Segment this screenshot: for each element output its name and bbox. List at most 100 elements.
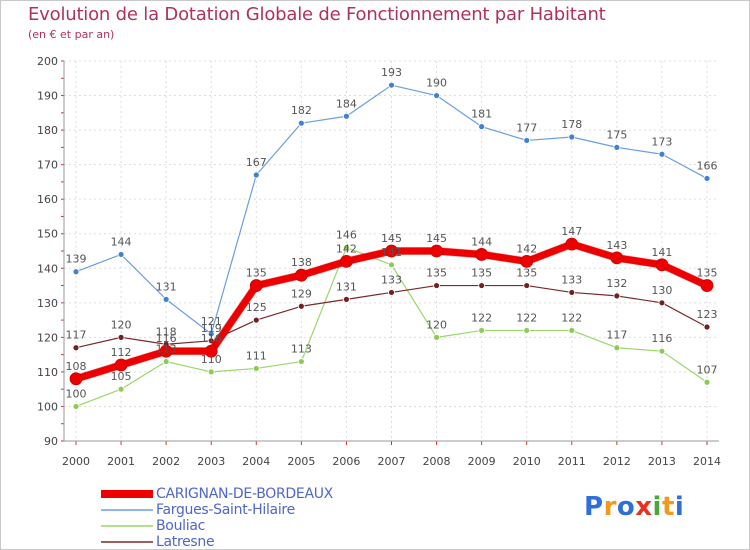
- data-point-latresne: [613, 292, 621, 300]
- data-label-fargues-saint-hilaire: 190: [426, 77, 447, 90]
- data-point-carignan-de-bordeaux: [159, 344, 173, 358]
- x-tick-label: 2008: [423, 455, 451, 468]
- data-point-bouliac: [207, 368, 215, 376]
- data-label-bouliac: 107: [697, 363, 718, 376]
- data-point-fargues-saint-hilaire: [207, 330, 215, 338]
- x-tick-label: 2004: [242, 455, 270, 468]
- data-point-bouliac: [523, 327, 531, 334]
- data-point-fargues-saint-hilaire: [478, 123, 486, 131]
- y-tick-label: 130: [37, 297, 58, 310]
- logo-letter: t: [661, 492, 675, 522]
- data-label-carignan-de-bordeaux: 135: [697, 267, 718, 280]
- x-tick-label: 2009: [468, 455, 496, 468]
- data-point-bouliac: [297, 358, 305, 365]
- data-label-fargues-saint-hilaire: 177: [516, 121, 537, 134]
- data-label-latresne: 135: [426, 267, 447, 280]
- data-point-latresne: [252, 316, 260, 324]
- legend-label-latresne: Latresne: [156, 534, 215, 550]
- data-label-carignan-de-bordeaux: 143: [606, 239, 627, 252]
- data-point-carignan-de-bordeaux: [114, 358, 128, 372]
- data-point-latresne: [388, 289, 395, 296]
- data-label-bouliac: 146: [336, 229, 357, 242]
- legend-label-bouliac: Bouliac: [156, 518, 205, 534]
- legend-item-carignan: CARIGNAN-DE-BORDEAUX: [101, 486, 333, 502]
- data-point-fargues-saint-hilaire: [703, 175, 711, 182]
- data-point-bouliac: [568, 327, 576, 334]
- data-point-fargues-saint-hilaire: [162, 295, 170, 303]
- y-tick-label: 200: [37, 55, 58, 68]
- x-tick-label: 2000: [62, 455, 90, 468]
- data-label-bouliac: 116: [651, 332, 672, 345]
- data-label-latresne: 133: [561, 273, 582, 286]
- legend-item-bouliac: Bouliac: [101, 518, 333, 534]
- y-tick-label: 140: [37, 262, 58, 275]
- data-label-latresne: 123: [697, 308, 718, 321]
- data-point-fargues-saint-hilaire: [433, 92, 440, 99]
- data-label-fargues-saint-hilaire: 184: [336, 97, 357, 110]
- data-point-bouliac: [343, 244, 350, 251]
- data-label-latresne: 120: [111, 318, 132, 331]
- y-tick-label: 170: [37, 159, 58, 172]
- data-label-carignan-de-bordeaux: 138: [291, 256, 312, 269]
- x-tick-label: 2014: [693, 455, 721, 468]
- data-label-carignan-de-bordeaux: 116: [156, 332, 177, 345]
- data-point-latresne: [568, 289, 576, 296]
- data-point-bouliac: [117, 385, 125, 393]
- x-tick-label: 2003: [197, 455, 225, 468]
- data-point-latresne: [433, 282, 440, 289]
- data-label-carignan-de-bordeaux: 145: [426, 232, 447, 245]
- y-tick-label: 190: [37, 90, 58, 103]
- proxiti-logo: Proxiti: [584, 492, 684, 522]
- data-point-carignan-de-bordeaux: [430, 244, 443, 258]
- data-label-bouliac: 122: [561, 311, 582, 324]
- data-point-bouliac: [613, 344, 621, 352]
- data-label-latresne: 117: [66, 329, 87, 342]
- y-tick-label: 110: [37, 366, 58, 379]
- data-point-carignan-de-bordeaux: [610, 251, 624, 265]
- data-label-bouliac: 110: [201, 353, 222, 366]
- logo-letter: P: [584, 492, 604, 522]
- data-label-fargues-saint-hilaire: 173: [651, 135, 672, 148]
- data-label-latresne: 118: [156, 325, 177, 338]
- data-label-bouliac: 111: [246, 349, 267, 362]
- data-label-carignan-de-bordeaux: 141: [651, 246, 672, 259]
- data-label-fargues-saint-hilaire: 139: [66, 253, 87, 266]
- data-point-fargues-saint-hilaire: [343, 112, 350, 120]
- data-point-latresne: [72, 344, 80, 352]
- data-label-fargues-saint-hilaire: 178: [561, 118, 582, 131]
- data-label-bouliac: 120: [426, 318, 447, 331]
- y-tick-label: 150: [37, 228, 58, 241]
- logo-letter: o: [616, 492, 636, 522]
- data-point-bouliac: [658, 347, 666, 355]
- data-label-fargues-saint-hilaire: 121: [201, 315, 222, 328]
- logo-letter: x: [635, 492, 653, 522]
- data-label-latresne: 135: [516, 267, 537, 280]
- logo-letter: i: [652, 492, 662, 522]
- data-point-latresne: [297, 302, 305, 310]
- data-point-bouliac: [703, 378, 711, 386]
- data-point-bouliac: [72, 403, 80, 410]
- legend-swatch-bouliac: [101, 525, 153, 527]
- data-label-carignan-de-bordeaux: 142: [516, 242, 537, 255]
- y-tick-label: 180: [37, 124, 58, 137]
- data-point-carignan-de-bordeaux: [475, 248, 489, 261]
- legend-label-carignan: CARIGNAN-DE-BORDEAUX: [156, 486, 333, 502]
- data-label-fargues-saint-hilaire: 166: [697, 159, 718, 172]
- legend-item-fargues: Fargues-Saint-Hilaire: [101, 502, 333, 518]
- chart-title: Evolution de la Dotation Globale de Fonc…: [28, 4, 606, 25]
- data-point-fargues-saint-hilaire: [568, 133, 576, 141]
- data-point-bouliac: [388, 261, 395, 269]
- data-point-latresne: [703, 323, 711, 331]
- data-point-latresne: [658, 299, 666, 307]
- data-point-carignan-de-bordeaux: [249, 279, 263, 292]
- legend-item-latresne: Latresne: [101, 534, 333, 550]
- data-label-carignan-de-bordeaux: 144: [471, 235, 492, 248]
- data-point-fargues-saint-hilaire: [72, 268, 80, 276]
- data-point-fargues-saint-hilaire: [252, 171, 260, 179]
- data-label-bouliac: 122: [471, 311, 492, 324]
- x-tick-label: 2005: [287, 455, 315, 468]
- chart-subtitle: (en € et par an): [28, 28, 115, 41]
- y-tick-label: 90: [44, 435, 58, 448]
- x-tick-label: 2006: [332, 455, 360, 468]
- y-tick-label: 100: [37, 400, 58, 413]
